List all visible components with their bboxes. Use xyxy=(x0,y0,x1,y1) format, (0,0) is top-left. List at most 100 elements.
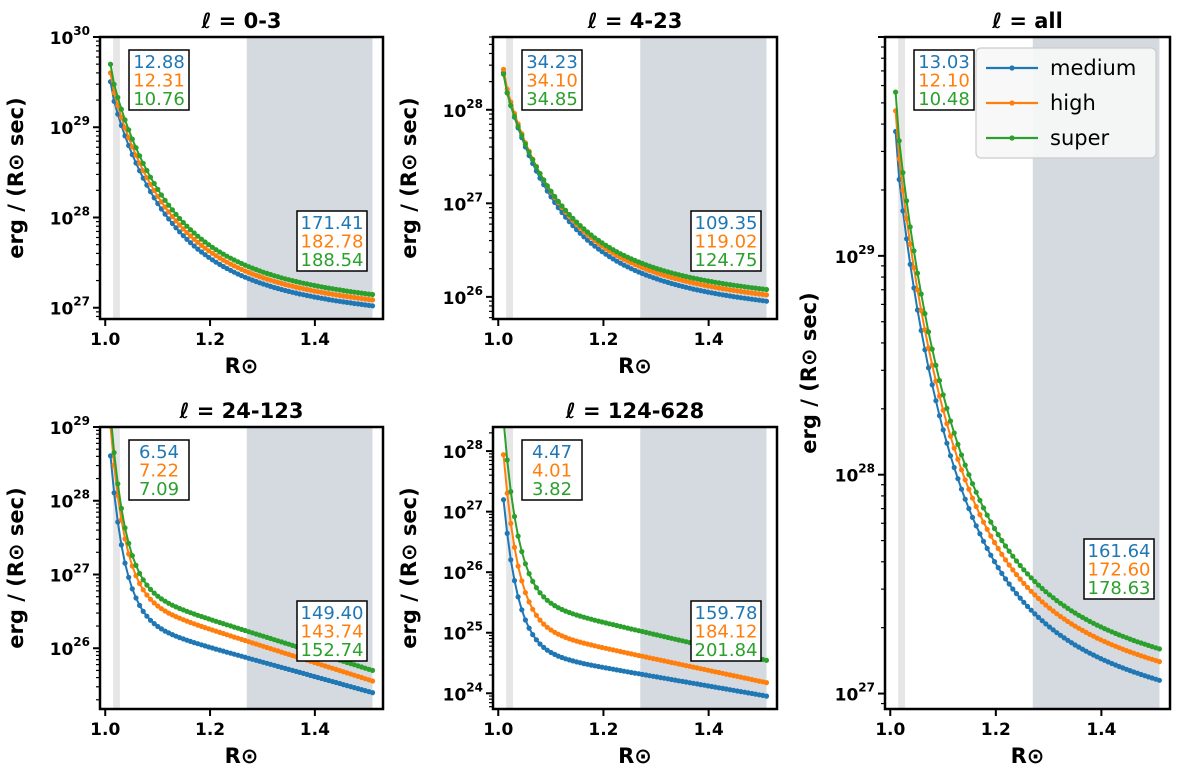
data-point xyxy=(137,580,143,587)
data-point xyxy=(147,586,154,593)
data-point xyxy=(977,531,983,537)
data-point xyxy=(1046,624,1053,630)
data-point xyxy=(1028,607,1034,613)
data-point xyxy=(1043,621,1049,627)
annotation-value: 34.85 xyxy=(526,89,578,110)
data-point xyxy=(911,265,917,271)
data-point xyxy=(1006,581,1012,587)
data-point xyxy=(533,612,540,618)
data-point xyxy=(763,286,770,293)
axes-frame xyxy=(98,35,385,321)
data-point xyxy=(1013,572,1020,578)
data-point xyxy=(999,570,1005,577)
data-point xyxy=(522,617,529,623)
data-point xyxy=(944,421,950,427)
data-point xyxy=(530,632,536,638)
data-point xyxy=(541,177,547,183)
data-point xyxy=(515,563,521,569)
data-point xyxy=(173,225,179,231)
data-point xyxy=(1035,614,1042,621)
y-tick-label: 1028 xyxy=(443,438,483,463)
data-point xyxy=(213,253,219,259)
x-tick-label: 1.2 xyxy=(195,330,225,350)
data-point xyxy=(155,593,161,599)
data-point xyxy=(198,236,205,242)
data-point xyxy=(184,230,190,236)
data-point xyxy=(202,245,208,251)
data-point xyxy=(111,81,117,87)
data-point xyxy=(191,230,197,236)
data-point xyxy=(896,138,902,144)
y-tick-label: 1027 xyxy=(50,561,90,586)
y-axis-label: erg / (R⊙ sec) xyxy=(4,487,28,648)
data-point xyxy=(1028,588,1034,594)
x-tick-label: 1.0 xyxy=(875,720,905,740)
x-tick-label: 1.2 xyxy=(195,720,225,740)
data-point xyxy=(1039,618,1045,624)
data-point xyxy=(177,215,183,222)
data-point xyxy=(955,441,961,447)
data-point xyxy=(907,261,913,267)
data-point xyxy=(973,504,979,510)
data-point xyxy=(984,512,990,518)
y-tick-label: 1026 xyxy=(443,284,483,309)
data-point xyxy=(907,224,913,230)
y-axis-label: erg / (R⊙ sec) xyxy=(797,292,821,453)
data-point xyxy=(511,113,518,119)
data-point xyxy=(595,246,602,252)
panel-5: 1027 1028 1029 1.0 1.2 1.4 ℓ = all R⊙ erg / (R⊙ … xyxy=(797,9,1172,768)
panel-title: ℓ = 0-3 xyxy=(200,9,281,33)
data-point xyxy=(519,549,525,555)
data-point xyxy=(559,203,565,209)
panel-2: 1026 1027 1028 1.0 1.2 1.4 ℓ = 4-23 R⊙ erg / (R⊙… xyxy=(397,9,779,378)
data-point xyxy=(570,215,576,221)
data-point xyxy=(369,303,376,309)
data-point xyxy=(177,222,183,228)
x-tick-label: 1.0 xyxy=(483,720,513,740)
data-point xyxy=(893,89,899,95)
data-point xyxy=(1057,600,1064,606)
data-point xyxy=(1021,599,1027,605)
annotation-value: 6.54 xyxy=(139,442,179,463)
data-point xyxy=(530,606,536,612)
data-point xyxy=(541,644,547,651)
data-point xyxy=(1050,608,1056,614)
data-point xyxy=(137,602,143,609)
x-tick-label: 1.0 xyxy=(483,330,513,350)
data-point xyxy=(1043,589,1049,595)
data-point xyxy=(969,481,976,487)
data-point xyxy=(1010,586,1016,592)
data-point xyxy=(162,197,168,203)
annotation-value: 4.47 xyxy=(532,442,572,463)
data-point xyxy=(508,102,514,108)
data-point xyxy=(544,624,550,630)
panel-1: 1027 1028 1029 1030 1.0 1.2 1.4 ℓ = 0-3 R⊙ erg / … xyxy=(4,9,385,378)
data-point xyxy=(526,599,532,605)
annotation-value: 12.88 xyxy=(133,52,185,73)
data-point xyxy=(962,496,968,502)
data-point xyxy=(966,486,972,492)
shaded-region-outer xyxy=(640,37,767,319)
data-point xyxy=(1050,595,1056,601)
panel-title: ℓ = 124-628 xyxy=(565,399,705,423)
data-point xyxy=(581,226,587,232)
series-super xyxy=(107,61,376,298)
data-point xyxy=(584,229,591,235)
data-point xyxy=(1002,557,1009,563)
data-point xyxy=(933,362,939,368)
data-point xyxy=(530,578,536,585)
data-point xyxy=(144,613,150,619)
data-point xyxy=(108,410,113,415)
y-axis-label: erg / (R⊙ sec) xyxy=(4,97,28,258)
data-point xyxy=(126,127,132,133)
data-point xyxy=(166,202,172,208)
data-point xyxy=(955,456,961,462)
data-point xyxy=(1013,591,1020,597)
data-point xyxy=(958,486,965,492)
data-point xyxy=(155,603,161,609)
annotation-frame xyxy=(521,439,583,501)
series-high xyxy=(107,427,376,684)
series-super xyxy=(893,89,1162,652)
